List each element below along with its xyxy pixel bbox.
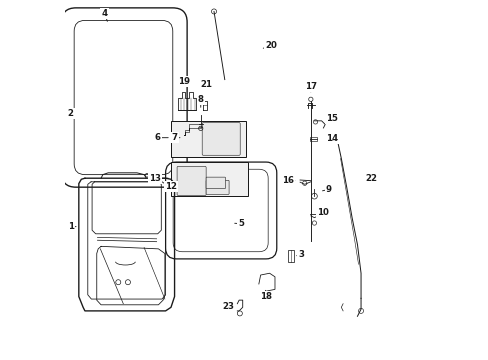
Text: 14: 14 <box>325 134 338 143</box>
Text: 8: 8 <box>197 95 203 104</box>
Text: 17: 17 <box>304 82 316 91</box>
Text: 10: 10 <box>317 208 328 217</box>
FancyBboxPatch shape <box>202 123 240 155</box>
Bar <box>171 162 247 196</box>
Text: 6: 6 <box>154 133 161 142</box>
Bar <box>171 121 246 157</box>
FancyBboxPatch shape <box>206 177 225 189</box>
Text: 2: 2 <box>67 109 73 118</box>
Text: 16: 16 <box>281 176 293 185</box>
Text: 20: 20 <box>265 41 277 50</box>
Bar <box>287 250 293 262</box>
Text: 22: 22 <box>365 174 377 183</box>
Text: 9: 9 <box>325 185 331 194</box>
Text: 19: 19 <box>177 77 189 86</box>
Bar <box>309 137 317 141</box>
Text: 7: 7 <box>171 133 177 142</box>
Text: 3: 3 <box>298 250 304 259</box>
Text: 18: 18 <box>260 292 271 301</box>
Text: 1: 1 <box>67 222 73 231</box>
FancyBboxPatch shape <box>206 180 228 194</box>
FancyBboxPatch shape <box>177 166 206 195</box>
Text: 21: 21 <box>201 81 212 90</box>
Text: 11: 11 <box>280 176 292 185</box>
Text: 15: 15 <box>326 114 338 123</box>
Text: 12: 12 <box>164 182 177 191</box>
Text: 5: 5 <box>238 219 244 228</box>
Text: 13: 13 <box>148 174 161 183</box>
Text: 23: 23 <box>222 302 234 311</box>
Text: 4: 4 <box>102 9 107 18</box>
